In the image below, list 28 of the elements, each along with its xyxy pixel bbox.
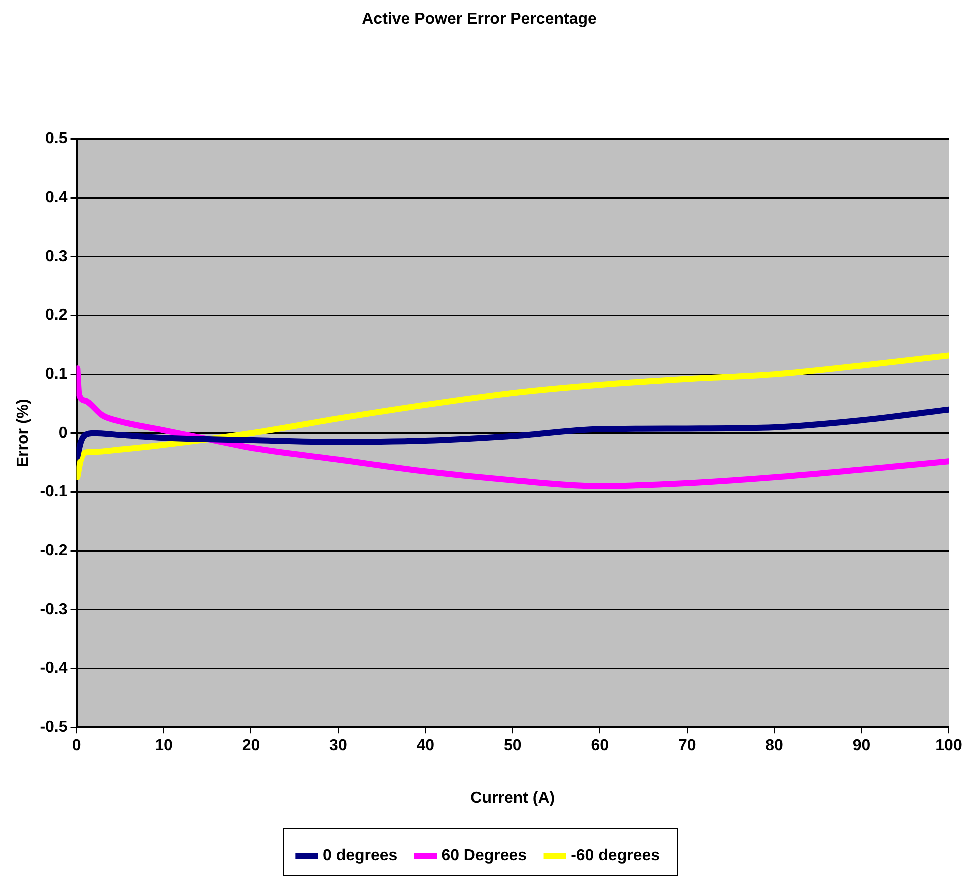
legend-label: 60 Degrees bbox=[442, 847, 528, 864]
legend-label: 0 degrees bbox=[322, 847, 398, 864]
y-tick-label: 0.4 bbox=[46, 189, 68, 206]
legend-label: -60 degrees bbox=[571, 847, 660, 864]
x-tick-label: 90 bbox=[852, 738, 871, 755]
x-axis-title: Current (A) bbox=[470, 790, 556, 807]
x-tick-label: 80 bbox=[766, 738, 784, 755]
x-tick-label: 60 bbox=[591, 738, 610, 755]
y-tick-label: -0.5 bbox=[40, 719, 68, 736]
x-tick-label: 30 bbox=[330, 738, 348, 755]
y-tick-label: -0.2 bbox=[40, 542, 68, 560]
y-tick-label: -0.1 bbox=[40, 484, 68, 501]
x-tick-label: 20 bbox=[242, 738, 260, 755]
y-tick-label: -0.4 bbox=[40, 660, 68, 678]
y-tick-label: 0.5 bbox=[46, 130, 68, 148]
y-tick-label: 0.2 bbox=[46, 307, 68, 324]
y-tick-label: 0.1 bbox=[46, 366, 68, 383]
x-tick-label: 100 bbox=[936, 738, 962, 755]
y-axis-title: Error (%) bbox=[15, 399, 32, 468]
x-tick-label: 50 bbox=[504, 738, 522, 755]
x-tick-label: 10 bbox=[155, 738, 173, 755]
chart-title: Active Power Error Percentage bbox=[362, 11, 597, 28]
x-tick-label: 40 bbox=[416, 738, 435, 755]
y-tick-label: -0.3 bbox=[40, 601, 68, 618]
y-tick-label: 0.3 bbox=[46, 248, 68, 266]
x-tick-label: 0 bbox=[72, 738, 82, 755]
x-tick-label: 70 bbox=[678, 738, 696, 755]
y-tick-label: 0 bbox=[58, 424, 68, 442]
